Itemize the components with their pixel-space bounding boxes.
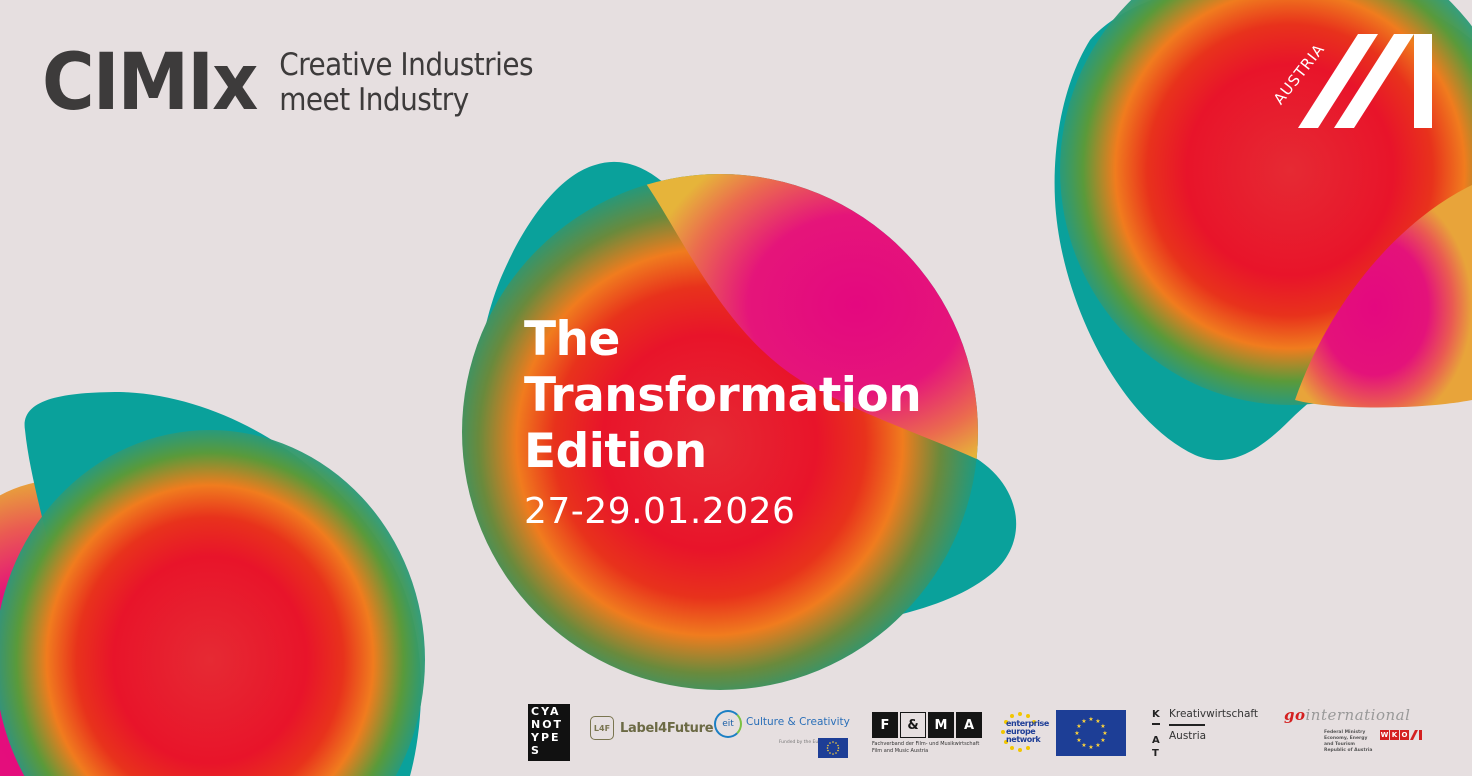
wko-letter-o: O (1400, 730, 1409, 740)
svg-text:★: ★ (1076, 737, 1081, 744)
svg-text:★: ★ (1095, 742, 1100, 749)
headline-line-3: Edition (524, 424, 707, 479)
een-text: enterprise europe network (1006, 720, 1049, 744)
fma-letter-a: A (956, 712, 982, 738)
een-stars-icon (1001, 712, 1036, 752)
l4f-name: Label4Future (620, 720, 714, 736)
kat-name: Kreativwirtschaft (1169, 708, 1259, 720)
fma-subtitle-2: Film and Music Austria (872, 748, 929, 754)
kat-sub: Austria (1169, 730, 1207, 742)
fma-subtitle-1: Fachverband der Film- und Musikwirtschaf… (872, 741, 980, 747)
go-mark: go (1284, 706, 1306, 724)
austria-logo-icon (1298, 34, 1432, 128)
headline-line-1: The (524, 312, 620, 367)
tagline-line-2: meet Industry (279, 82, 469, 118)
fma-letter-f: F (872, 712, 898, 738)
wko-logo: W K O (1380, 730, 1422, 740)
svg-text:★: ★ (1081, 742, 1086, 749)
eu-flag-small-icon (818, 738, 848, 758)
international-word: international (1305, 706, 1411, 724)
federal-ministry-text: Federal Ministry Economy, Energy and Tou… (1324, 730, 1373, 753)
l4f-hexagon-icon: L4F (590, 716, 614, 740)
label4future-logo: L4F Label4Future (590, 716, 714, 740)
event-headline: The Transformation Edition 27-29.01.2026 (524, 312, 922, 532)
enterprise-europe-network-logo: enterprise europe network (998, 710, 1049, 754)
kat-rule (1152, 723, 1160, 725)
headline-line-2: Transformation (524, 368, 922, 423)
cimix-wordmark: CIMIx (42, 38, 258, 128)
svg-text:★: ★ (1088, 716, 1093, 723)
eu-flag-icon: ★ ★★★ ★★★★ ★★★★ (1056, 710, 1126, 756)
cyanotypes-logo: CYA NOT YPE S (528, 704, 570, 761)
wko-letter-w: W (1380, 730, 1389, 740)
svg-text:★: ★ (1100, 723, 1105, 730)
wko-slash-icon (1410, 730, 1422, 740)
eit-circle-icon: eit (714, 710, 742, 738)
fma-logo: F & M A Fachverband der Film- und Musikw… (872, 712, 982, 755)
go-international-wordmark: gointernational (1284, 706, 1410, 724)
svg-text:★: ★ (1100, 737, 1105, 744)
wko-letter-k: K (1390, 730, 1399, 740)
svg-text:★: ★ (1076, 723, 1081, 730)
kat-name-rule (1169, 724, 1205, 726)
cimix-logo: CIMIx Creative Industries meet Industry (42, 38, 534, 128)
svg-text:★: ★ (1081, 718, 1086, 725)
een-line-3: network (1006, 735, 1041, 744)
svg-text:★: ★ (1095, 718, 1100, 725)
svg-text:★: ★ (1102, 730, 1107, 737)
fma-letter-m: M (928, 712, 954, 738)
eit-name: Culture & Creativity (746, 716, 850, 728)
event-dates: 27-29.01.2026 (524, 491, 796, 532)
svg-text:★: ★ (1074, 730, 1079, 737)
cimix-tagline: Creative Industries meet Industry (279, 48, 533, 118)
een-line-1: enterprise (1006, 719, 1049, 728)
svg-text:★: ★ (1088, 744, 1093, 751)
partner-logos: CYA NOT YPE S L4F Label4Future eit Culture … (528, 702, 1448, 768)
tagline-line-1: Creative Industries (279, 47, 534, 83)
fma-letter-amp: & (900, 712, 926, 738)
een-line-2: europe (1006, 727, 1036, 736)
